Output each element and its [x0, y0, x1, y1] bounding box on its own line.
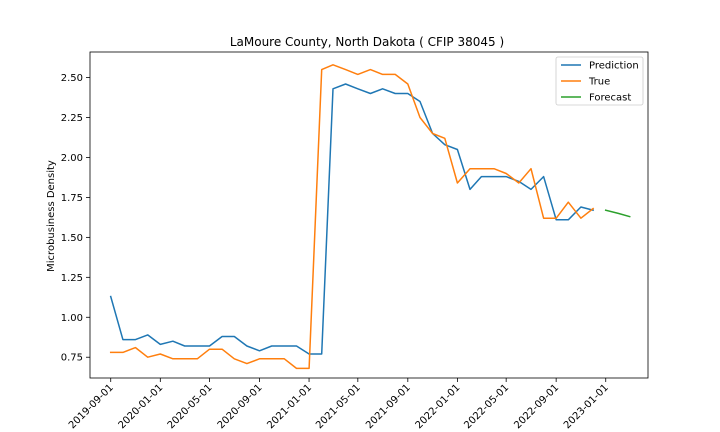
y-axis-label: Microbusiness Density [46, 160, 57, 272]
y-tick-label: 2.25 [61, 113, 83, 124]
legend-label-prediction: Prediction [589, 61, 639, 72]
legend: Prediction True Forecast [555, 56, 644, 106]
y-tick-label: 1.50 [61, 233, 83, 244]
legend-label-true: True [588, 77, 610, 88]
series-layer [109, 64, 631, 370]
plot-area-frame [89, 51, 649, 379]
y-axis-ticks: 0.75 1.00 1.25 1.50 1.75 2.00 2.25 2.50 [61, 73, 90, 364]
legend-label-forecast: Forecast [589, 93, 631, 104]
legend-box [555, 56, 644, 106]
y-tick-label: 0.75 [61, 353, 83, 364]
y-tick-label: 1.75 [61, 193, 83, 204]
y-tick-label: 2.50 [61, 73, 83, 84]
chart-title: LaMoure County, North Dakota ( CFIP 3804… [230, 35, 504, 49]
series-line-true [109, 64, 595, 370]
y-tick-label: 2.00 [61, 153, 83, 164]
y-tick-label: 1.25 [61, 273, 83, 284]
series-line-forecast [604, 209, 631, 218]
y-tick-label: 1.00 [61, 313, 83, 324]
